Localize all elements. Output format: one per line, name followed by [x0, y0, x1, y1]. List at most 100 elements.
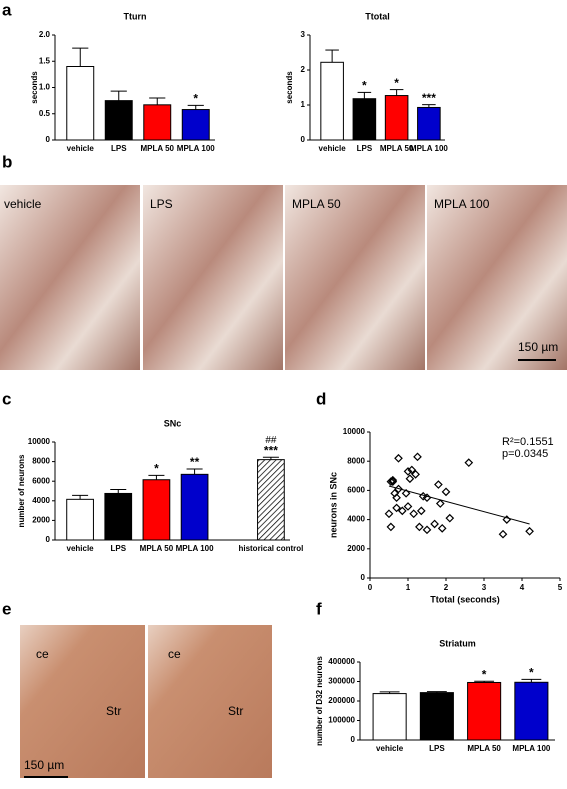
point: [464, 458, 474, 468]
bar: [514, 681, 549, 741]
x-tick-label: 1: [406, 583, 411, 592]
y-tick-label: 300000: [328, 677, 355, 686]
chart-title: Striatum: [439, 638, 476, 648]
x-tick-label: vehicle: [67, 544, 95, 553]
y-axis-label: seconds: [285, 71, 294, 104]
micrograph: [285, 185, 425, 370]
micrograph-label: Str: [228, 704, 243, 718]
x-tick-label: MPLA 100: [177, 144, 215, 153]
bar: [104, 492, 133, 541]
x-tick-label: MPLA 50: [467, 744, 501, 753]
y-tick-label: 0: [301, 135, 306, 144]
y-tick-label: 1: [301, 100, 306, 109]
point: [386, 522, 396, 532]
micrograph-label: MPLA 50: [292, 197, 341, 211]
chart-title: SNc: [164, 418, 182, 428]
y-tick-label: 10000: [28, 437, 51, 446]
x-tick-label: 5: [558, 583, 563, 592]
point: [435, 499, 445, 508]
micrographs-e: [20, 625, 272, 778]
point: [407, 465, 417, 475]
point: [422, 525, 432, 535]
y-tick-label: 4000: [32, 496, 50, 505]
significance: *: [362, 79, 367, 93]
chart-title: Ttotal: [365, 11, 390, 21]
x-tick-label: MPLA 100: [410, 144, 448, 153]
y-tick-label: 100000: [328, 716, 355, 725]
y-tick-label: 0: [46, 535, 51, 544]
point: [434, 480, 443, 489]
point: [386, 477, 396, 486]
micrograph: [0, 185, 140, 370]
scale-label: 150 µm: [518, 340, 558, 354]
micrograph-label: MPLA 100: [434, 197, 490, 211]
x-tick-label: 4: [520, 583, 525, 592]
bar: [104, 100, 133, 141]
x-tick-label: vehicle: [319, 144, 347, 153]
y-tick-label: 2: [301, 65, 306, 74]
bar: [384, 95, 409, 141]
micrograph: [148, 625, 272, 778]
micrograph: [427, 185, 567, 370]
bar: [66, 66, 95, 141]
bar: [142, 479, 171, 541]
point: [437, 524, 447, 533]
significance: *: [193, 92, 198, 106]
micrograph-label: ce: [36, 647, 49, 661]
x-tick-label: LPS: [429, 744, 445, 753]
y-tick-label: 3: [301, 30, 306, 39]
micrograph-label: ce: [168, 647, 181, 661]
significance: *: [482, 667, 487, 681]
x-tick-label: 0: [368, 583, 373, 592]
y-axis-label: number of D32 neurons: [315, 656, 324, 746]
y-axis-label: number of neurons: [17, 454, 26, 527]
bar: [372, 693, 407, 741]
y-tick-label: 6000: [32, 476, 50, 485]
y-tick-label: 400000: [328, 657, 355, 666]
annotation: R²=0.1551: [502, 436, 554, 448]
significance: **: [190, 455, 200, 469]
bar: [181, 109, 210, 141]
bar: [417, 106, 441, 141]
y-tick-label: 0: [351, 735, 356, 744]
x-tick-label: 3: [482, 583, 487, 592]
significance: ##: [265, 435, 277, 446]
y-tick-label: 0: [361, 573, 366, 582]
y-axis-label: seconds: [30, 71, 39, 104]
bar: [467, 681, 502, 741]
point: [415, 522, 424, 532]
x-tick-label: LPS: [357, 144, 373, 153]
x-tick-label: MPLA 50: [141, 144, 175, 153]
y-tick-label: 10000: [343, 427, 366, 436]
panel-letter: a: [2, 0, 12, 19]
significance: *: [529, 666, 534, 680]
y-tick-label: 1.5: [39, 56, 51, 65]
significance: *: [154, 461, 159, 475]
x-tick-label: MPLA 50: [140, 544, 174, 553]
point: [384, 509, 394, 519]
point: [405, 474, 415, 484]
y-tick-label: 8000: [347, 456, 365, 465]
bar: [257, 459, 285, 541]
point: [394, 484, 403, 494]
x-tick-label: vehicle: [67, 144, 95, 153]
point: [498, 529, 508, 539]
point: [403, 502, 413, 511]
point: [413, 452, 422, 462]
x-tick-label: 2: [444, 583, 449, 592]
y-tick-label: 0: [46, 135, 51, 144]
fit-line: [388, 485, 530, 525]
x-axis-label: Ttotal (seconds): [430, 594, 500, 604]
annotation: p=0.0345: [502, 448, 548, 460]
y-axis-label: neurons in SNc: [328, 472, 338, 538]
x-tick-label: MPLA 50: [380, 144, 414, 153]
point: [422, 493, 432, 503]
micrograph-label: vehicle: [4, 197, 42, 211]
y-tick-label: 8000: [32, 457, 50, 466]
x-tick-label: MPLA 100: [176, 544, 214, 553]
bar: [419, 692, 454, 741]
point: [445, 513, 455, 523]
x-tick-label: historical control: [238, 544, 303, 553]
point: [388, 477, 398, 486]
